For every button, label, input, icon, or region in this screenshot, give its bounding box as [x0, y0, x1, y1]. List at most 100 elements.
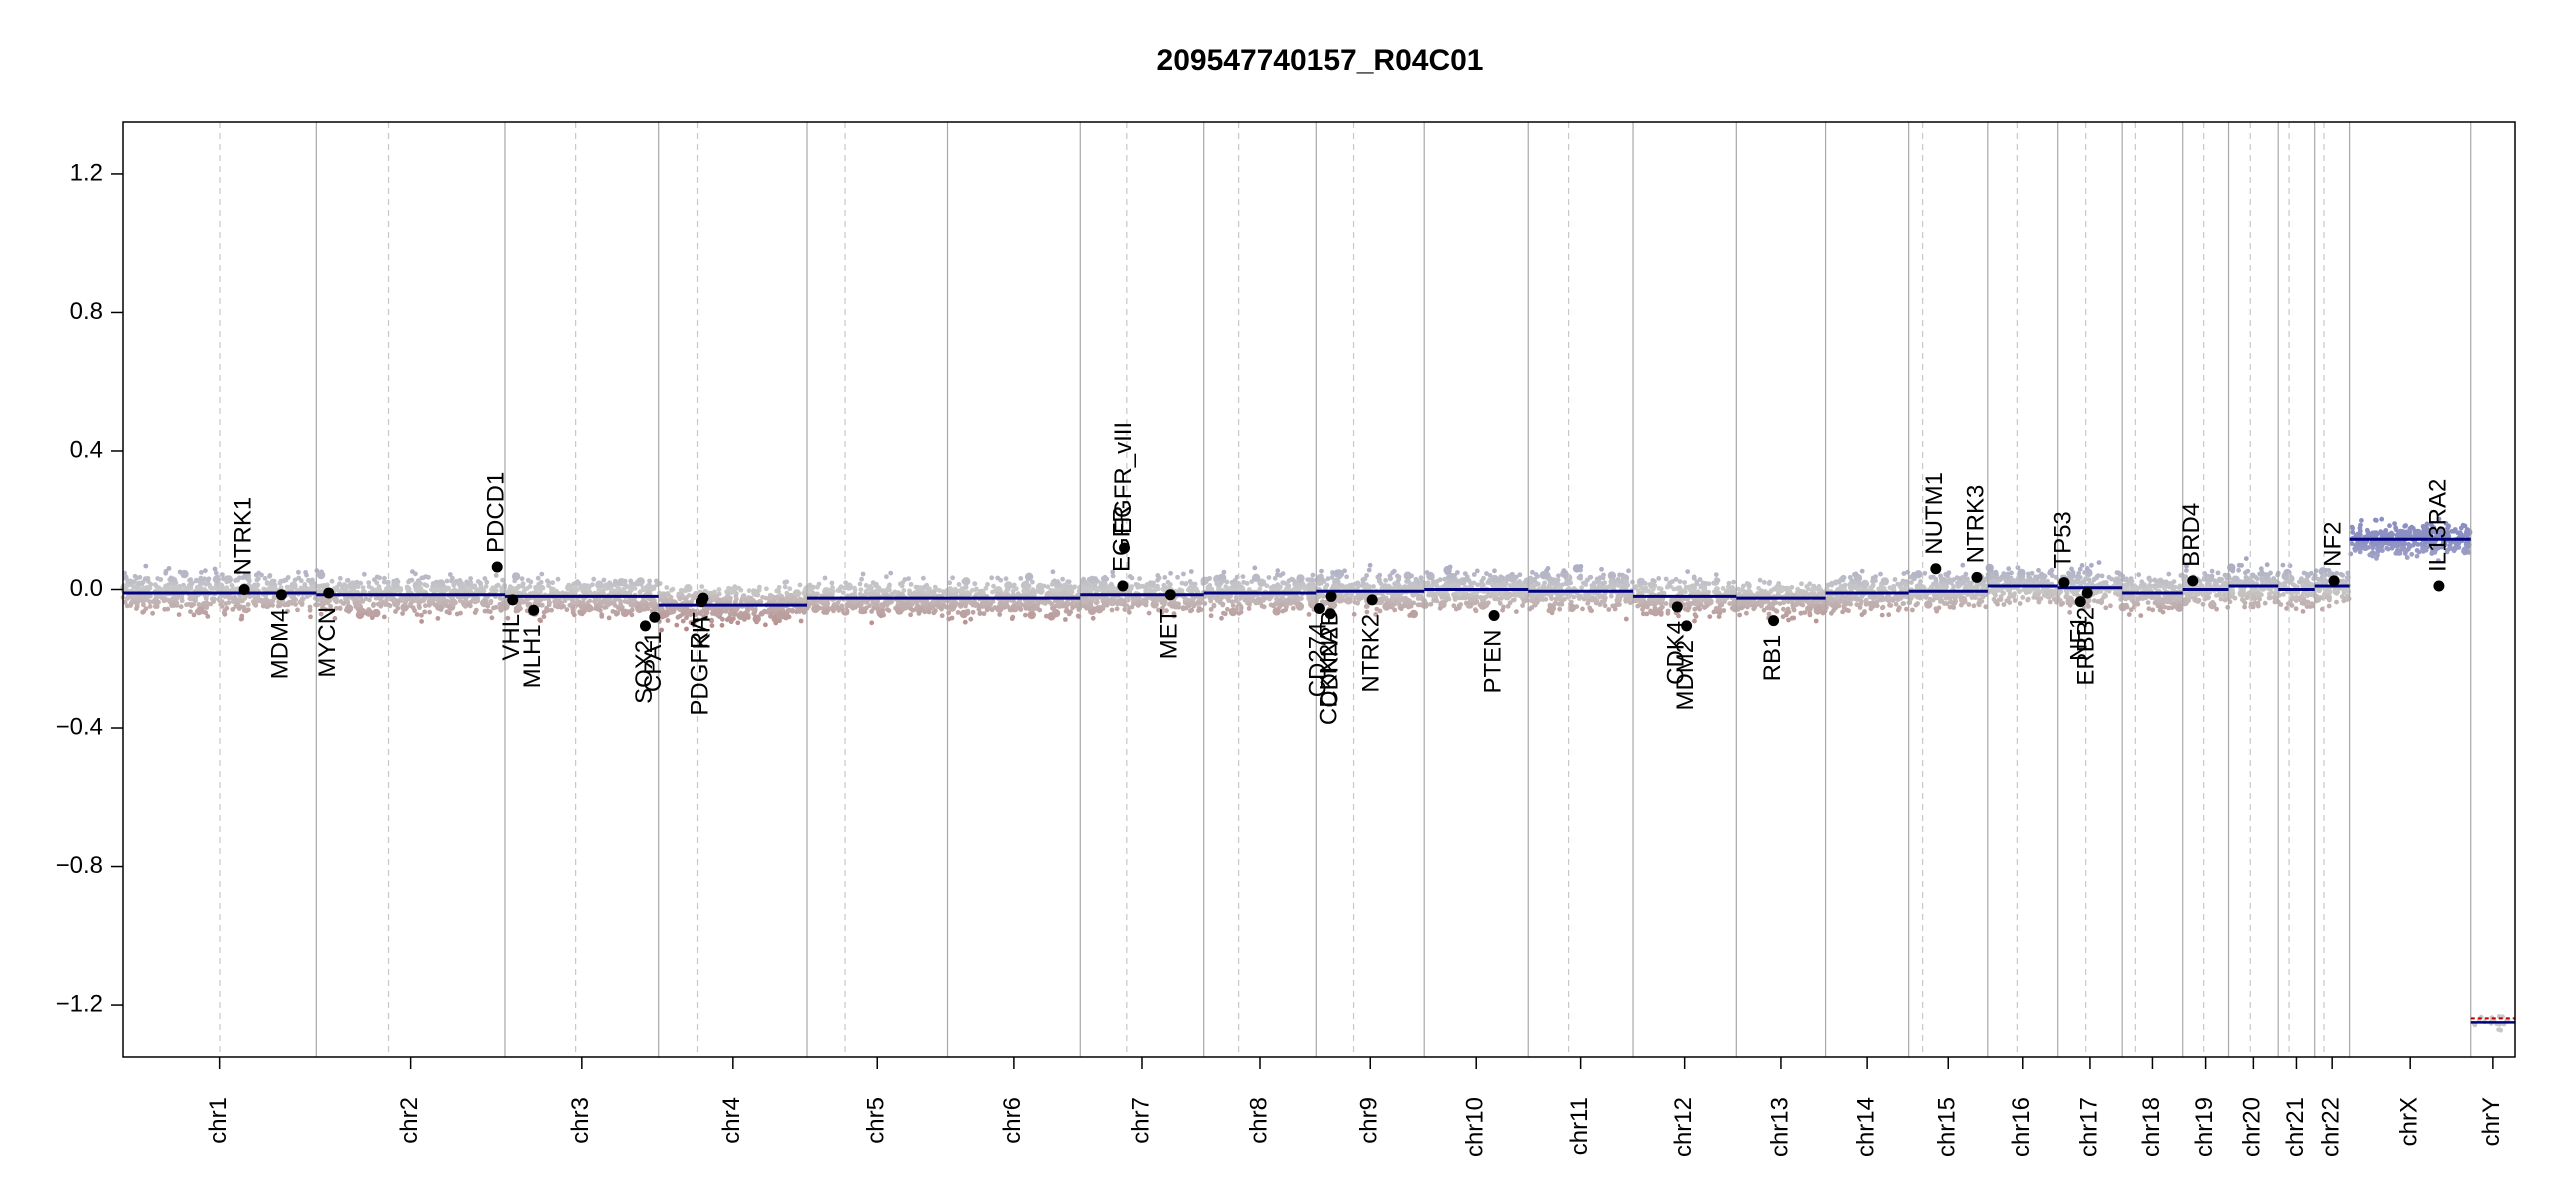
probe-point	[1606, 584, 1612, 590]
probe-point	[1155, 583, 1160, 589]
probe-point	[1731, 605, 1737, 611]
probe-point	[465, 586, 470, 592]
probe-point	[962, 579, 968, 585]
probe-point	[1098, 580, 1108, 589]
probe-point	[593, 606, 598, 611]
probe-point	[931, 610, 937, 616]
probe-point	[712, 589, 717, 595]
probe-point	[1387, 584, 1392, 589]
probe-point	[511, 572, 521, 581]
probe-point	[1619, 579, 1625, 585]
probe-point	[640, 602, 646, 608]
probe-point	[1023, 612, 1028, 618]
probe-point	[385, 580, 390, 585]
probe-point	[179, 595, 185, 601]
probe-point	[144, 585, 150, 590]
probe-point	[521, 588, 527, 594]
probe-point	[1746, 588, 1752, 594]
probe-point	[857, 591, 863, 597]
probe-point	[448, 598, 458, 607]
probe-point	[1880, 605, 1885, 611]
probe-point	[1316, 576, 1322, 581]
probe-point	[615, 585, 621, 591]
probe-point	[965, 608, 971, 614]
probe-point	[716, 591, 722, 597]
probe-point	[893, 605, 898, 611]
probe-point	[1726, 580, 1732, 586]
probe-point	[1405, 599, 1411, 605]
probe-point	[1530, 569, 1535, 575]
probe-point	[377, 575, 382, 581]
probe-point	[1069, 589, 1075, 595]
probe-point	[1479, 595, 1485, 601]
probe-point	[198, 585, 204, 591]
probe-point	[1580, 606, 1585, 612]
probe-point	[160, 587, 166, 592]
probe-point	[1518, 583, 1524, 588]
probe-point	[1702, 604, 1708, 610]
probe-point	[235, 569, 241, 575]
probe-point	[868, 585, 874, 591]
probe-point	[889, 599, 895, 604]
probe-point	[137, 594, 143, 600]
probe-point	[1555, 592, 1560, 597]
probe-point	[448, 589, 454, 594]
probe-point	[150, 610, 156, 616]
probe-point	[876, 588, 882, 594]
probe-point	[1302, 586, 1308, 592]
probe-point	[621, 581, 627, 587]
probe-point	[720, 616, 725, 622]
probe-point	[676, 591, 682, 597]
probe-point	[874, 581, 879, 587]
probe-point	[1794, 602, 1799, 608]
probe-point	[283, 577, 289, 583]
probe-point	[1276, 585, 1282, 591]
probe-point	[221, 576, 226, 582]
probe-point	[1094, 599, 1100, 605]
probe-point	[1820, 592, 1825, 597]
probe-point	[1241, 580, 1247, 585]
probe-point	[188, 609, 193, 614]
probe-point	[246, 576, 252, 582]
probe-point	[1186, 597, 1192, 603]
probe-point	[980, 589, 985, 595]
probe-point	[1030, 579, 1035, 585]
probe-point	[1272, 607, 1281, 616]
probe-point	[1331, 583, 1337, 589]
probe-point	[438, 579, 444, 585]
probe-point	[928, 604, 934, 610]
probe-point	[810, 601, 816, 607]
probe-point	[990, 589, 995, 595]
probe-point	[143, 606, 149, 611]
probe-point	[974, 586, 979, 592]
probe-point	[346, 609, 352, 614]
probe-point	[1382, 583, 1388, 588]
probe-point	[171, 584, 180, 594]
probe-point	[1168, 570, 1173, 576]
probe-point	[1191, 596, 1196, 601]
probe-point	[1692, 618, 1697, 624]
probe-point	[1266, 575, 1272, 580]
probe-point	[1208, 613, 1214, 619]
probe-point	[1060, 585, 1066, 591]
probe-point	[158, 577, 163, 582]
probe-point	[1463, 577, 1468, 582]
probe-point	[362, 571, 367, 577]
probe-point	[1434, 583, 1440, 589]
probe-point	[1730, 585, 1735, 590]
probe-point	[1225, 606, 1230, 612]
probe-point	[1147, 586, 1153, 591]
probe-point	[1261, 597, 1266, 603]
probe-point	[1443, 565, 1452, 575]
probe-point	[1181, 571, 1186, 577]
probe-point	[1217, 574, 1223, 580]
probe-point	[607, 583, 613, 588]
probe-point	[1737, 612, 1742, 618]
probe-point	[977, 611, 983, 616]
probe-point	[198, 575, 204, 581]
probe-point	[1656, 576, 1662, 581]
probe-point	[164, 597, 170, 603]
probe-point	[701, 614, 707, 619]
probe-point	[1207, 576, 1212, 581]
